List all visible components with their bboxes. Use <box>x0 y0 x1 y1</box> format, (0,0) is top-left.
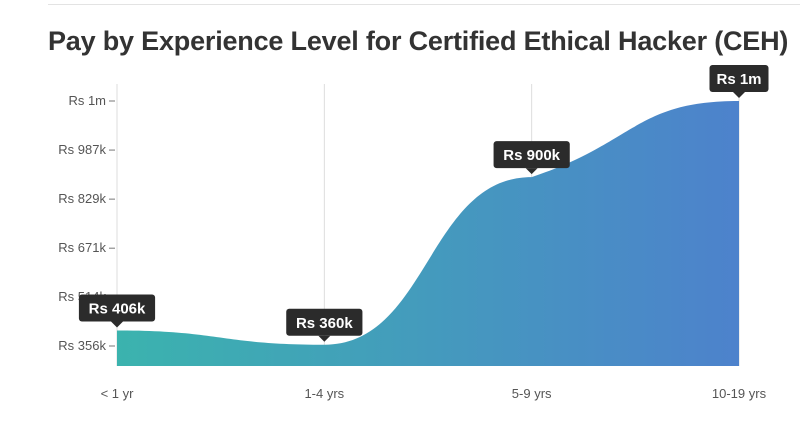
y-tick-label: Rs 1m <box>68 93 106 108</box>
data-label: Rs 900k <box>503 147 560 164</box>
data-label-badge: Rs 1m <box>709 65 769 98</box>
x-tick-label: 10-19 yrs <box>712 386 767 401</box>
data-label: Rs 406k <box>89 300 146 317</box>
x-tick-label: 1-4 yrs <box>304 386 344 401</box>
y-tick-label: Rs 987k <box>58 142 106 157</box>
badge-box <box>493 141 570 169</box>
y-tick-label: Rs 671k <box>58 240 106 255</box>
x-tick-label: < 1 yr <box>101 386 135 401</box>
badge-box <box>709 65 769 92</box>
area-series <box>117 101 739 366</box>
data-label-badge: Rs 406k <box>78 294 156 328</box>
y-tick-label: Rs 356k <box>58 338 106 353</box>
chart-title: Pay by Experience Level for Certified Et… <box>48 26 789 56</box>
data-label-badge: Rs 900k <box>493 141 570 175</box>
badge-pointer <box>525 168 538 175</box>
data-label: Rs 1m <box>716 71 761 88</box>
badge-box <box>78 294 156 322</box>
data-label-badge: Rs 360k <box>286 308 363 342</box>
y-tick-label: Rs 829k <box>58 191 106 206</box>
badge-box <box>286 308 363 336</box>
x-tick-label: 5-9 yrs <box>512 386 552 401</box>
badge-pointer <box>733 92 745 98</box>
top-divider <box>48 4 800 5</box>
badge-pointer <box>318 335 331 342</box>
badge-pointer <box>111 321 123 328</box>
data-label: Rs 360k <box>296 315 353 332</box>
